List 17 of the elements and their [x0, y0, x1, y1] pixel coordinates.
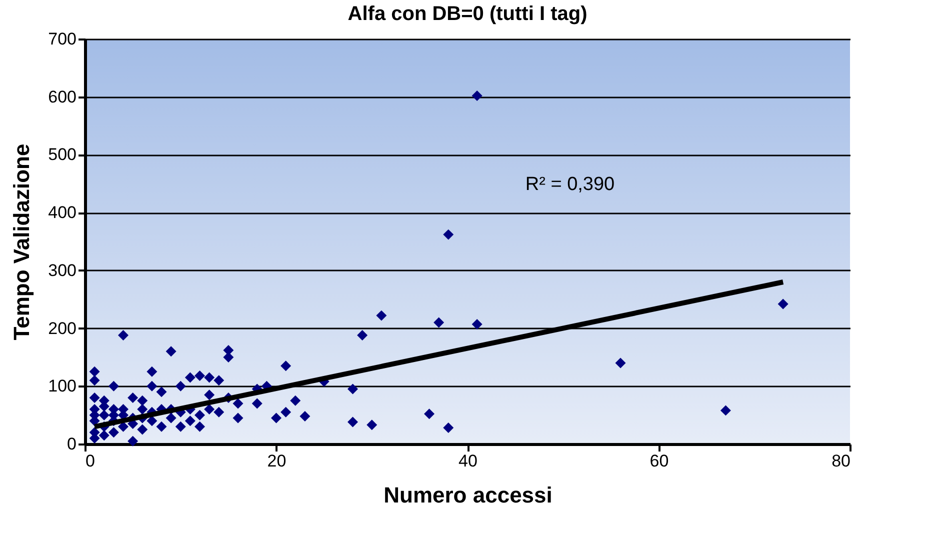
annotation: R² = 0,390: [525, 174, 615, 195]
x-tick-label: 60: [650, 452, 669, 470]
y-tick-label: 0: [67, 434, 76, 454]
y-tick-label: 600: [48, 87, 76, 106]
y-tick-label: 500: [48, 145, 76, 164]
x-tick-label: 80: [832, 452, 850, 470]
x-tick-label: 40: [458, 452, 478, 470]
chart-title: Alfa con DB=0 (tutti I tag): [348, 3, 588, 25]
y-tick-label: 200: [48, 318, 76, 338]
y-tick-label: 700: [48, 30, 76, 48]
y-tick-label: 300: [48, 260, 76, 280]
x-tick-label: 20: [267, 452, 286, 470]
y-tick-label: 100: [48, 376, 76, 396]
y-axis-title: Tempo Validazione: [9, 144, 34, 340]
y-tick-label: 400: [48, 203, 76, 222]
x-tick-label: 0: [86, 452, 95, 470]
x-axis-title: Numero accessi: [384, 482, 552, 508]
